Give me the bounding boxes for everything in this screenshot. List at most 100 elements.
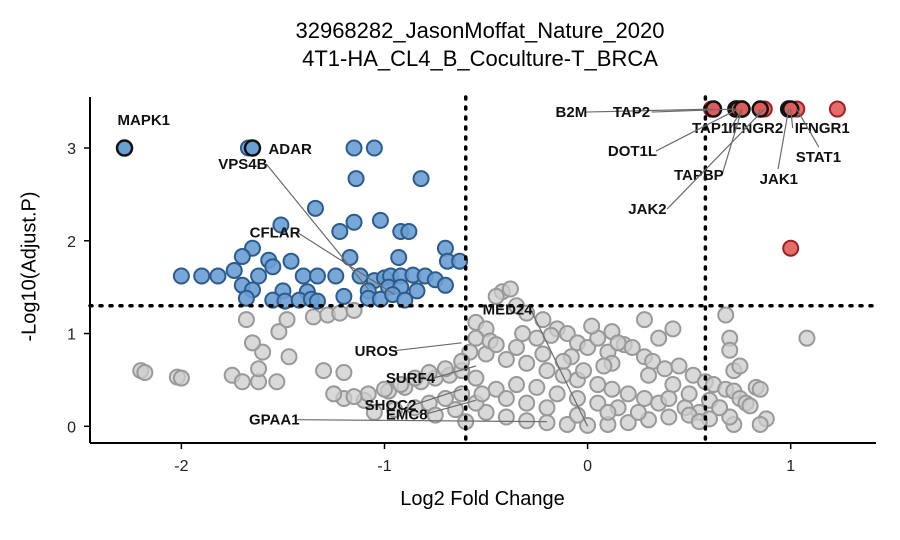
ns-point bbox=[518, 412, 536, 430]
down-point bbox=[335, 287, 353, 305]
axes: -2 -1 0 1 0 1 2 3 bbox=[67, 97, 876, 475]
downregulated-points bbox=[172, 139, 469, 310]
gene-label: JAK2 bbox=[628, 201, 666, 218]
down-point bbox=[172, 267, 190, 285]
down-point bbox=[294, 267, 312, 285]
gene-label: B2M bbox=[556, 104, 588, 121]
ns-point bbox=[508, 338, 526, 356]
y-tick-label: 0 bbox=[67, 419, 76, 436]
down-point bbox=[412, 170, 430, 188]
down-point bbox=[272, 216, 290, 234]
down-point bbox=[233, 248, 251, 266]
annotation-connector bbox=[651, 108, 736, 113]
gene-label: DOT1L bbox=[608, 143, 657, 160]
ns-point bbox=[467, 369, 485, 387]
down-point bbox=[282, 252, 300, 270]
down-point bbox=[400, 223, 418, 241]
x-tick-label: -2 bbox=[174, 458, 188, 475]
ns-point bbox=[518, 354, 536, 372]
down-point bbox=[250, 267, 268, 285]
up-point bbox=[782, 239, 800, 257]
ns-point bbox=[609, 334, 627, 352]
gene-label: TAP1 bbox=[692, 120, 729, 137]
down-point bbox=[345, 139, 363, 157]
down-point bbox=[209, 267, 227, 285]
annotation-connector bbox=[730, 108, 743, 129]
ns-point bbox=[656, 360, 674, 378]
gene-label: STAT1 bbox=[796, 149, 841, 166]
x-tick-label: 0 bbox=[583, 458, 592, 475]
ns-point bbox=[680, 385, 698, 403]
ns-point bbox=[664, 376, 682, 394]
ns-point bbox=[315, 362, 333, 380]
ns-point bbox=[270, 323, 288, 341]
nonsignificant-points bbox=[132, 280, 816, 434]
gene-label: IFNGR1 bbox=[795, 120, 850, 137]
gene-label: VPS4B bbox=[218, 156, 267, 173]
gene-label: ADAR bbox=[268, 141, 311, 158]
gene-label: SHOC2 bbox=[365, 397, 417, 414]
ns-point bbox=[670, 357, 688, 375]
chart-title-line-2: 4T1-HA_CL4_B_Coculture-T_BRCA bbox=[302, 46, 658, 71]
ns-point bbox=[473, 385, 491, 403]
down-point bbox=[396, 291, 414, 309]
ns-point bbox=[741, 397, 759, 415]
ns-point bbox=[392, 376, 410, 394]
annotation-connector bbox=[796, 108, 820, 148]
down-point bbox=[347, 170, 365, 188]
down-point bbox=[193, 267, 211, 285]
ns-point bbox=[518, 304, 536, 322]
highlighted-gene-point bbox=[115, 139, 134, 157]
ns-point bbox=[660, 389, 678, 407]
ns-point bbox=[406, 369, 424, 387]
ns-point bbox=[690, 413, 708, 431]
ns-point bbox=[436, 360, 454, 378]
gene-label: JAK1 bbox=[760, 171, 798, 188]
y-tick-label: 3 bbox=[67, 141, 76, 158]
down-point bbox=[408, 282, 426, 300]
annotation-connector bbox=[424, 399, 477, 415]
ns-point bbox=[548, 385, 566, 403]
ns-point bbox=[426, 406, 444, 424]
down-point bbox=[237, 289, 255, 307]
ns-point bbox=[568, 389, 586, 407]
annotation-connector bbox=[790, 108, 794, 129]
gene-label: MAPK1 bbox=[118, 112, 171, 129]
ns-point bbox=[345, 388, 363, 406]
down-point bbox=[225, 261, 243, 279]
ns-point bbox=[798, 329, 816, 347]
ns-point bbox=[278, 311, 296, 329]
ns-point bbox=[568, 406, 586, 424]
annotation-connector bbox=[777, 108, 790, 170]
annotation-connector bbox=[412, 388, 462, 406]
annotation-connector bbox=[297, 232, 395, 296]
ns-point bbox=[731, 357, 749, 375]
threshold-lines bbox=[88, 95, 878, 445]
ns-point bbox=[635, 389, 653, 407]
ns-point bbox=[629, 403, 647, 421]
annotation-connector bbox=[433, 365, 477, 379]
x-axis-label: Log2 Fold Change bbox=[400, 488, 565, 510]
ns-point bbox=[508, 376, 526, 394]
ns-point bbox=[751, 380, 769, 398]
ns-point bbox=[497, 408, 515, 426]
ns-point bbox=[664, 320, 682, 338]
ns-point bbox=[619, 414, 637, 432]
ns-point bbox=[335, 364, 353, 382]
annotation-connector bbox=[296, 419, 547, 423]
ns-point bbox=[375, 380, 393, 398]
ns-point bbox=[497, 389, 515, 407]
annotation-connector bbox=[666, 108, 765, 210]
highlighted-gene-point bbox=[243, 139, 262, 157]
gene-label: GPAA1 bbox=[249, 412, 300, 429]
ns-point bbox=[660, 408, 678, 426]
ns-point bbox=[589, 376, 607, 394]
down-point bbox=[331, 223, 349, 241]
ns-point bbox=[487, 287, 505, 305]
ns-point bbox=[751, 415, 769, 433]
gene-label: SURF4 bbox=[386, 370, 436, 387]
ns-point bbox=[136, 364, 154, 382]
ns-point bbox=[406, 399, 424, 417]
